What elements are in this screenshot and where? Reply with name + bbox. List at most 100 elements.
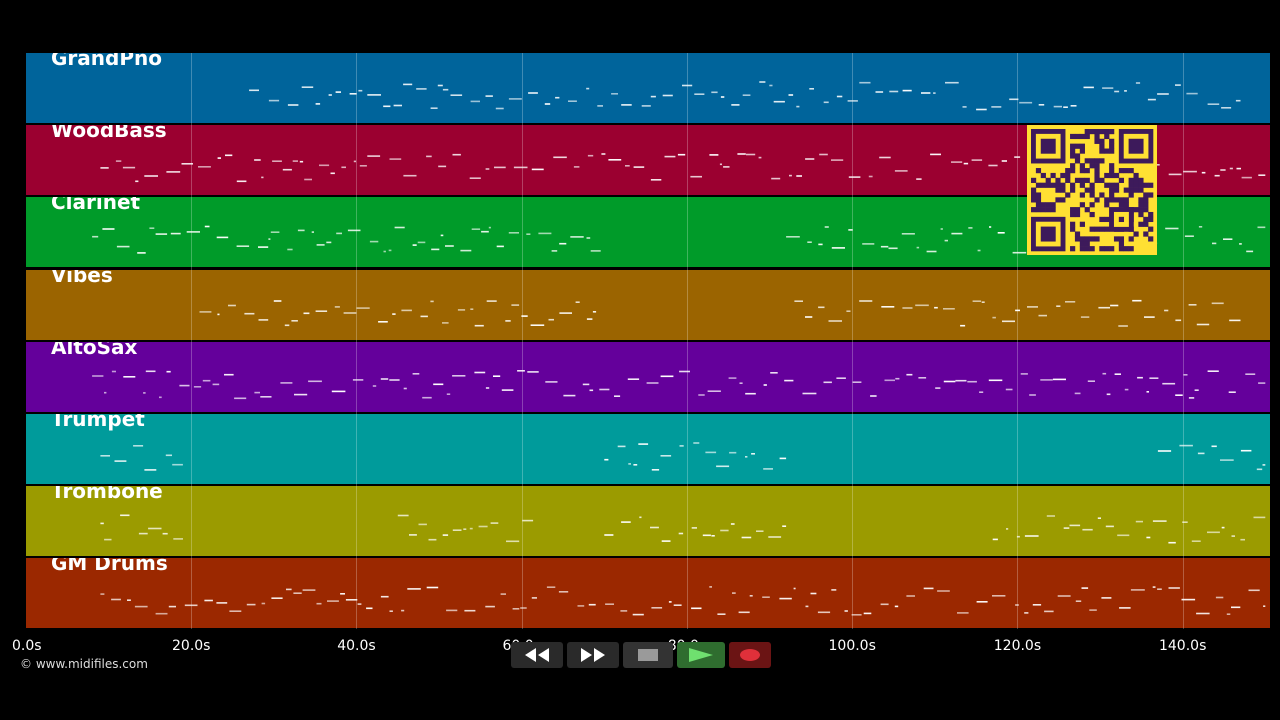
note-mark [1105,525,1114,528]
note-mark [520,607,527,610]
note-mark [650,95,656,98]
note-mark [770,371,778,374]
note-mark [731,104,740,106]
note-mark [315,103,321,105]
note-mark [397,514,409,517]
note-mark [1168,587,1180,590]
note-mark [137,252,146,255]
note-mark [303,312,310,314]
note-mark [311,231,314,234]
note-mark [1046,515,1055,517]
note-mark [366,607,373,610]
note-mark [691,527,697,529]
note-mark [906,373,913,376]
note-mark [234,397,247,399]
note-mark [527,370,539,373]
note-mark [823,101,829,104]
note-mark [1241,176,1252,179]
note-mark [1194,389,1199,391]
note-mark [651,607,663,609]
note-mark [530,323,545,326]
note-mark [403,175,417,177]
note-mark [122,166,136,169]
note-mark [1235,99,1241,102]
note-mark [513,166,528,169]
note-mark [1165,228,1179,230]
note-mark [782,525,787,528]
track-name: Trombone [51,486,163,504]
note-mark [430,300,434,302]
note-mark [418,523,427,526]
note-mark [992,538,998,541]
fast-forward-button[interactable] [567,642,619,668]
note-mark [1188,303,1197,306]
note-mark [633,166,645,169]
note-mark [779,598,792,600]
note-mark [894,170,908,172]
note-mark [485,606,495,608]
note-mark [989,226,992,229]
note-mark [327,600,339,603]
note-mark [495,107,504,110]
note-mark [604,458,609,461]
note-mark [193,385,202,388]
play-button[interactable] [677,642,725,668]
note-mark [100,522,104,525]
note-mark [741,536,752,539]
note-mark [751,453,755,455]
note-mark [1152,520,1167,523]
note-mark [261,176,264,179]
note-mark [138,532,148,535]
time-tick-label: 0.0s [12,638,42,654]
note-mark [224,373,234,376]
note-mark [828,319,842,322]
note-mark [590,250,601,253]
note-mark [236,245,250,248]
note-marks [92,369,1266,399]
note-mark [997,232,1005,234]
stop-button[interactable] [623,642,673,668]
note-mark [343,311,357,314]
note-mark [331,390,346,392]
note-mark [823,381,832,383]
note-mark [341,166,346,169]
note-mark [1019,101,1033,104]
note-mark [114,460,127,462]
note-mark [293,592,302,595]
note-mark [359,165,367,167]
note-mark [1258,174,1266,177]
note-mark [127,599,131,602]
note-mark [758,156,762,159]
note-mark [802,392,817,395]
note-mark [162,533,168,535]
note-mark [794,299,803,302]
note-mark [172,463,183,466]
note-mark [682,84,693,87]
note-mark [1146,536,1151,539]
note-mark [528,92,538,94]
note-mark [587,155,594,157]
note-mark [805,315,813,318]
note-mark [173,538,183,540]
note-mark [1097,517,1101,520]
note-mark [779,457,787,460]
track-name: Vibes [51,269,113,287]
rewind-button[interactable] [511,642,563,668]
note-mark [1014,156,1021,159]
note-mark [170,233,181,235]
note-mark [1223,238,1233,241]
note-mark [388,249,392,252]
note-mark [378,320,388,323]
note-mark [1175,394,1183,396]
note-mark [1063,527,1070,530]
note-mark [1118,324,1128,327]
note-mark [1149,377,1159,379]
note-mark [805,605,809,608]
note-mark [450,94,463,96]
record-button[interactable] [729,642,771,668]
note-mark [1211,302,1224,304]
note-mark [420,315,428,317]
note-mark [1258,382,1266,384]
note-mark [1214,175,1220,177]
note-mark [1152,586,1156,589]
